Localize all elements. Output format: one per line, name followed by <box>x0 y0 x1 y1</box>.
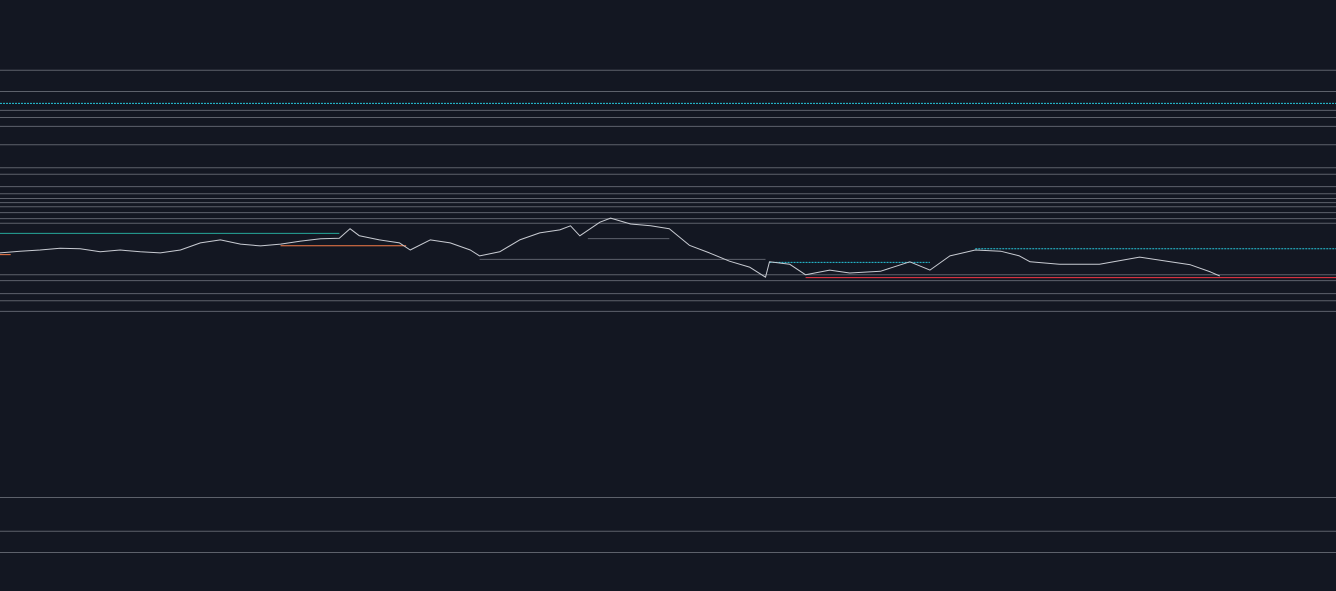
price-line <box>0 217 1220 278</box>
